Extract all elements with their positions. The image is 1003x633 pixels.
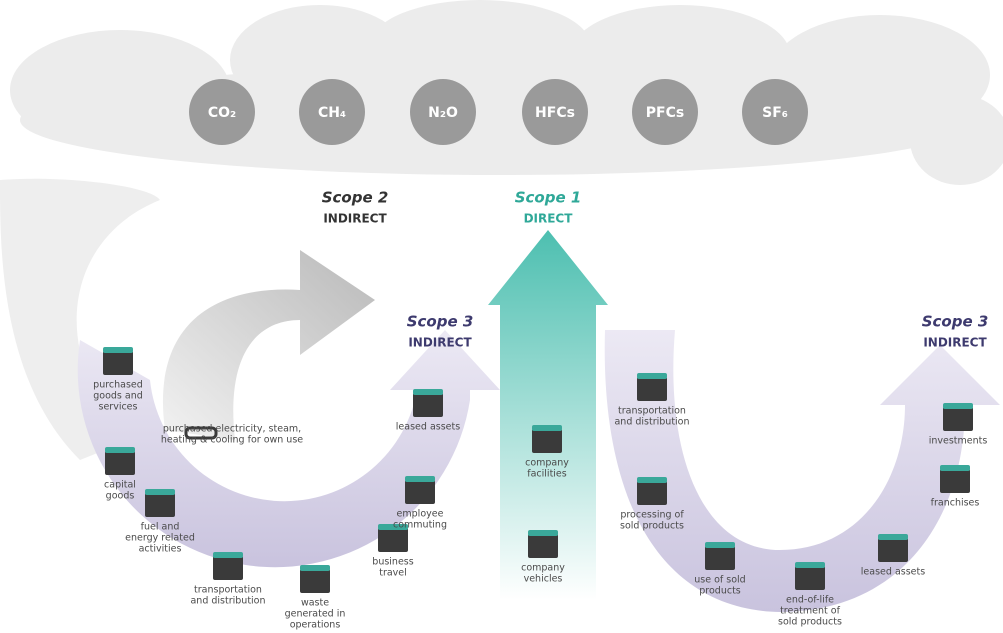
activity-label: services <box>99 402 138 413</box>
gas-circle <box>299 79 365 145</box>
scope-title: Scope 2 <box>322 189 389 207</box>
activity-label: generated in <box>285 609 346 620</box>
icon <box>378 528 408 552</box>
activity-label: heating & cooling for own use <box>161 435 303 446</box>
activity-label: investments <box>929 436 988 447</box>
icon <box>878 538 908 562</box>
icon-accent <box>637 477 667 483</box>
scope-title: Scope 1 <box>515 189 582 207</box>
activity-label: products <box>699 586 741 597</box>
icon-accent <box>213 552 243 558</box>
icon-accent <box>405 476 435 482</box>
activity-label: purchased <box>93 380 143 391</box>
gas-label: HFCs <box>535 105 575 121</box>
scope1-arrow <box>488 230 608 600</box>
gas-circle <box>632 79 698 145</box>
gas-circle <box>522 79 588 145</box>
icon <box>103 351 133 375</box>
icon-accent <box>300 565 330 571</box>
activity-label: capital <box>104 480 136 491</box>
scope-subtitle: INDIRECT <box>408 336 472 350</box>
icon <box>637 377 667 401</box>
activity-label: energy related <box>125 533 195 544</box>
gas-circle <box>189 79 255 145</box>
scope-title: Scope 3 <box>922 313 989 331</box>
scope-subtitle: DIRECT <box>524 212 574 226</box>
icons <box>103 347 973 593</box>
gas-circle <box>410 79 476 145</box>
activity-label: end-of-life <box>786 595 834 606</box>
icon <box>413 393 443 417</box>
gas-label: CO₂ <box>208 105 236 121</box>
icon-accent <box>528 530 558 536</box>
activity-label: operations <box>290 620 341 631</box>
activity-label: travel <box>379 568 407 579</box>
activity-label: commuting <box>393 520 447 531</box>
activity-label: goods <box>106 491 135 502</box>
gas-label: CH₄ <box>318 105 346 121</box>
activity-label: employee <box>397 509 444 520</box>
icon-accent <box>637 373 667 379</box>
activity-label: treatment of <box>780 606 840 617</box>
activity-label: company <box>525 458 569 469</box>
gas-circle <box>742 79 808 145</box>
activity-label: waste <box>301 598 329 609</box>
icon-accent <box>532 425 562 431</box>
activity-label: and distribution <box>614 417 689 428</box>
gas-label: N₂O <box>428 105 458 121</box>
icon <box>705 546 735 570</box>
activity-label: leased assets <box>396 422 460 433</box>
activity-label: transportation <box>194 585 262 596</box>
gas-label: PFCs <box>646 105 684 121</box>
activity-label: business <box>372 557 413 568</box>
activity-label: use of sold <box>694 575 745 586</box>
icon-accent <box>943 403 973 409</box>
activity-label: vehicles <box>524 574 563 585</box>
icon <box>184 426 218 440</box>
icon <box>943 407 973 431</box>
activity-label: purchased electricity, steam, <box>163 424 301 435</box>
icon-accent <box>103 347 133 353</box>
activity-label: activities <box>139 544 182 555</box>
scope-subtitle: INDIRECT <box>923 336 987 350</box>
gas-label: SF₆ <box>762 105 788 121</box>
icon <box>795 566 825 590</box>
icon-accent <box>705 542 735 548</box>
icon <box>300 569 330 593</box>
icon <box>528 534 558 558</box>
activity-label: processing of <box>620 510 684 521</box>
scope-subtitle: INDIRECT <box>323 212 387 226</box>
scope2-arrow <box>162 250 375 440</box>
icon <box>940 469 970 493</box>
activity-label: sold products <box>778 617 842 628</box>
activity-label: company <box>521 563 565 574</box>
icon-accent <box>795 562 825 568</box>
scope-title: Scope 3 <box>407 313 474 331</box>
activity-label: and distribution <box>190 596 265 607</box>
icon-accent <box>878 534 908 540</box>
activity-label: franchises <box>931 498 980 509</box>
clouds <box>10 0 1003 185</box>
icon <box>105 451 135 475</box>
icon <box>213 556 243 580</box>
activity-label: fuel and <box>141 522 180 533</box>
icon-accent <box>145 489 175 495</box>
icon <box>405 480 435 504</box>
activity-label: goods and <box>93 391 143 402</box>
icon-accent <box>413 389 443 395</box>
activity-label: sold products <box>620 521 684 532</box>
background-arc <box>0 178 160 461</box>
activity-label: leased assets <box>861 567 925 578</box>
activity-label: facilities <box>527 469 567 480</box>
scope3-upstream-arc <box>77 330 501 568</box>
icon-accent <box>378 524 408 530</box>
icon <box>637 481 667 505</box>
icon <box>145 493 175 517</box>
icon-accent <box>105 447 135 453</box>
activity-label: transportation <box>618 406 686 417</box>
icon <box>532 429 562 453</box>
icon-accent <box>940 465 970 471</box>
